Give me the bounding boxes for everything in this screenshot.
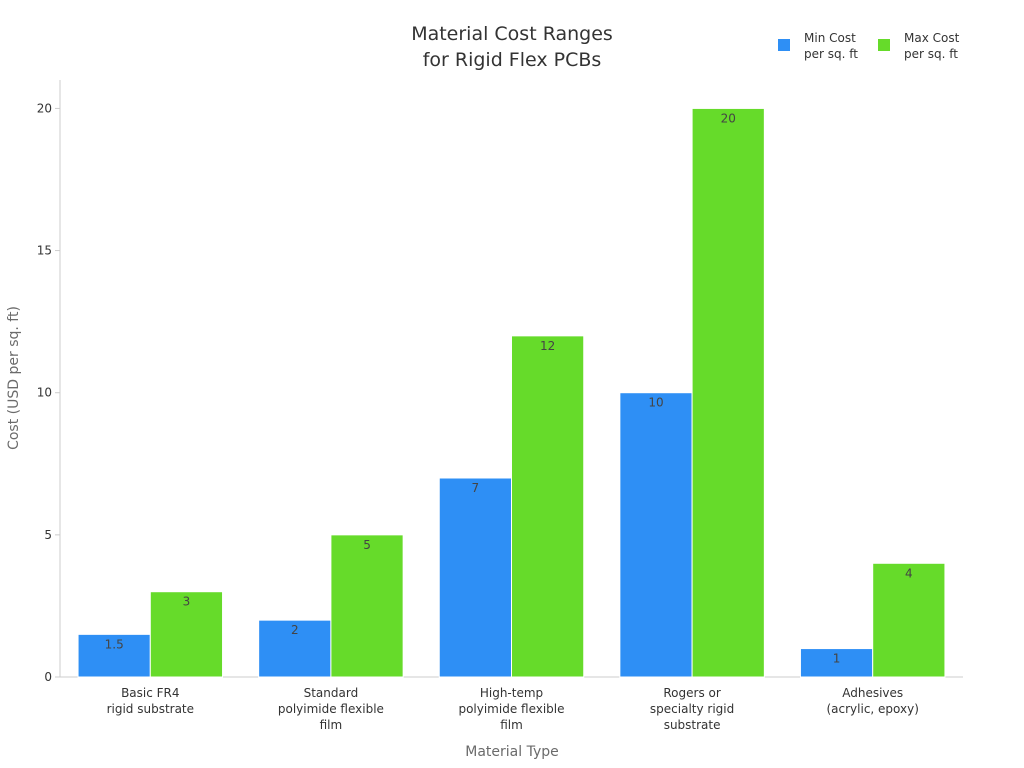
x-category-label: Standard	[304, 686, 359, 700]
bar-series-1-cat-0	[149, 591, 224, 678]
data-label: 10	[648, 396, 663, 410]
bar-series-1-cat-3	[691, 107, 765, 678]
x-category-label: Rogers or	[663, 686, 720, 700]
y-axis-ticks: 0 5 10 15 20	[37, 101, 60, 684]
bars	[77, 107, 946, 678]
data-label: 1.5	[105, 637, 124, 651]
y-tick-label: 10	[37, 386, 52, 400]
data-label: 7	[472, 481, 480, 495]
bar-series-0-cat-3	[619, 392, 693, 678]
data-label: 3	[183, 595, 191, 609]
x-category-label: polyimide flexible	[278, 702, 384, 716]
legend-label: Max Cost	[904, 31, 960, 45]
legend-label: Min Cost	[804, 31, 856, 45]
data-label: 2	[291, 623, 299, 637]
x-category-label: polyimide flexible	[458, 702, 564, 716]
y-tick-label: 20	[37, 101, 52, 115]
y-tick-label: 0	[44, 670, 52, 684]
data-labels: 1.5 3 2 5 7 12 10 20 1 4	[105, 111, 913, 665]
x-category-label: film	[320, 718, 343, 732]
bar-series-0-cat-4	[799, 648, 874, 678]
bar-series-1-cat-1	[330, 534, 404, 678]
x-category-label: substrate	[664, 718, 721, 732]
legend-swatch	[778, 39, 790, 51]
data-label: 20	[721, 111, 736, 125]
bar-series-1-cat-4	[872, 562, 946, 678]
y-tick-label: 5	[44, 528, 52, 542]
x-category-label: rigid substrate	[107, 702, 194, 716]
bar-series-1-cat-2	[511, 335, 585, 678]
x-category-label: Basic FR4	[121, 686, 179, 700]
x-category-label: High-temp	[480, 686, 543, 700]
x-axis-categories: Basic FR4 rigid substrate Standard polyimid…	[107, 686, 919, 732]
x-category-label: Adhesives	[842, 686, 903, 700]
legend-swatch	[878, 39, 890, 51]
bar-series-0-cat-2	[438, 477, 513, 678]
y-tick-label: 15	[37, 244, 52, 258]
data-label: 5	[363, 538, 371, 552]
chart-title-line-2: for Rigid Flex PCBs	[423, 49, 602, 71]
x-category-label: film	[500, 718, 523, 732]
chart-title-line-1: Material Cost Ranges	[411, 23, 613, 45]
data-label: 1	[833, 652, 841, 666]
data-label: 12	[540, 339, 555, 353]
bar-series-0-cat-0	[77, 633, 151, 678]
legend-label: per sq. ft	[804, 47, 858, 61]
x-axis-title: Material Type	[465, 744, 558, 760]
x-category-label: specialty rigid	[650, 702, 734, 716]
x-category-label: (acrylic, epoxy)	[826, 702, 918, 716]
legend-label: per sq. ft	[904, 47, 958, 61]
legend: Min Cost per sq. ft Max Cost per sq. ft	[778, 31, 960, 61]
y-axis-title: Cost (USD per sq. ft)	[6, 306, 22, 450]
bar-series-0-cat-1	[258, 619, 332, 678]
data-label: 4	[905, 566, 913, 580]
